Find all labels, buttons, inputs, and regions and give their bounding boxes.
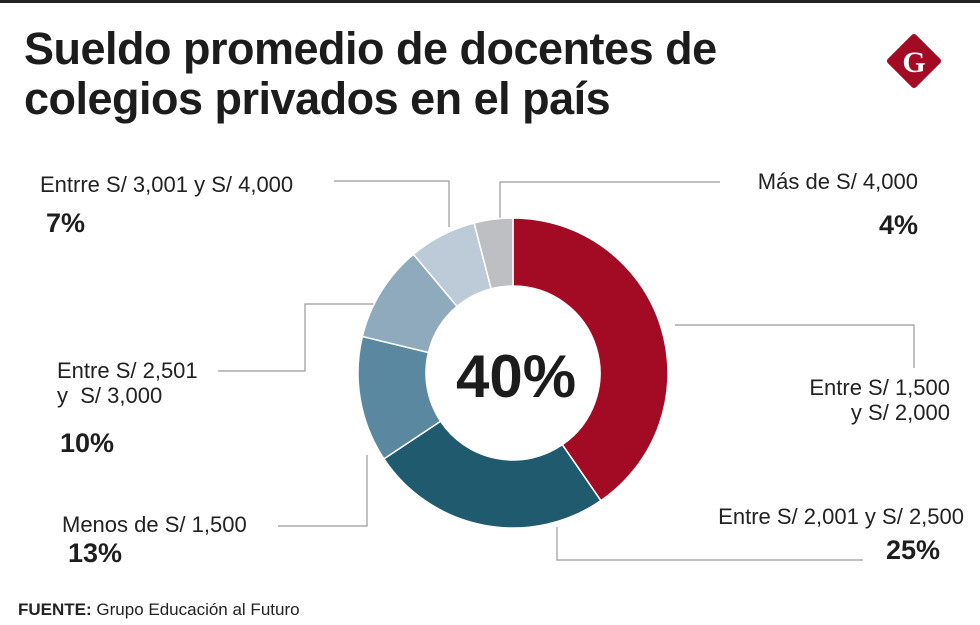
leader-line-10pct xyxy=(218,303,375,372)
chart-title: Sueldo promedio de docentes de colegios … xyxy=(24,24,717,124)
label-2501-3000-line2: y S/ 3,000 xyxy=(57,383,163,408)
leader-line-7pct xyxy=(334,180,450,227)
label-mas-4000: Más de S/ 4,000 xyxy=(757,169,918,194)
pct-2001-2500: 25% xyxy=(885,535,940,565)
leader-line-40pct xyxy=(675,324,915,368)
donut-slices xyxy=(357,217,669,529)
title-line-2: colegios privados en el país xyxy=(24,73,611,124)
leader-line-25pct xyxy=(556,527,863,561)
donut-slice-4pct xyxy=(473,217,514,290)
logo-diamond xyxy=(886,33,942,89)
label-2001-2500: Entre S/ 2,001 y S/ 2,500 xyxy=(718,504,964,529)
label-3001-4000: Entrre S/ 3,001 y S/ 4,000 xyxy=(40,172,294,197)
donut-slice-25pct xyxy=(382,420,602,529)
donut-slice-40pct xyxy=(512,217,669,502)
leader-line-13pct xyxy=(278,455,368,527)
center-percentage-label: 40% xyxy=(456,343,576,410)
source-label: FUENTE: xyxy=(18,600,92,619)
leader-lines xyxy=(218,180,915,561)
label-1500-2000-line1: Entre S/ 1,500 xyxy=(809,375,950,400)
brand-diamond-logo-icon: G xyxy=(886,33,942,89)
pct-menos-1500: 13% xyxy=(68,538,123,568)
logo-letter: G xyxy=(902,46,925,79)
label-1500-2000-line2: y S/ 2,000 xyxy=(850,400,950,425)
leader-line-4pct xyxy=(499,181,720,218)
pct-2501-3000: 10% xyxy=(60,428,115,458)
pct-3001-4000: 7% xyxy=(46,208,86,238)
label-2501-3000: Entre S/ 2,501 y S/ 3,000 xyxy=(57,358,198,408)
title-line-1: Sueldo promedio de docentes de xyxy=(24,23,717,74)
label-2501-3000-line1: Entre S/ 2,501 xyxy=(57,358,198,383)
source-note: FUENTE: Grupo Educación al Futuro xyxy=(18,600,300,620)
label-menos-1500: Menos de S/ 1,500 xyxy=(62,512,247,537)
source-text: Grupo Educación al Futuro xyxy=(91,600,300,619)
label-1500-2000: Entre S/ 1,500 y S/ 2,000 xyxy=(809,375,950,425)
pct-mas-4000: 4% xyxy=(878,210,918,240)
top-rule xyxy=(0,0,980,3)
